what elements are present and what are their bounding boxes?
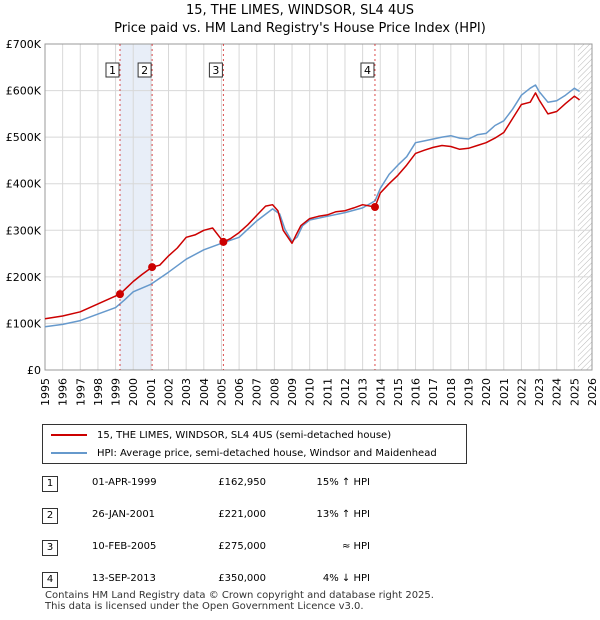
plot-frame: [44, 43, 593, 371]
sale-number: 4: [42, 572, 58, 588]
x-tick-label: 1996: [57, 378, 70, 406]
x-tick-label: 1995: [39, 378, 52, 406]
x-tick-label: 2024: [551, 378, 564, 406]
sale-number: 3: [42, 540, 58, 556]
x-tick-label: 2015: [392, 378, 405, 406]
legend: 15, THE LIMES, WINDSOR, SL4 4US (semi-de…: [42, 424, 467, 464]
legend-swatch-property: [51, 434, 87, 436]
sale-row: 3 10-FEB-2005 £275,000 ≈ HPI: [42, 532, 462, 566]
x-tick-label: 2017: [427, 378, 440, 406]
footer-licence: This data is licensed under the Open Gov…: [45, 601, 364, 612]
sale-hpi-relation: ≈ HPI: [341, 541, 370, 552]
x-tick-label: 2025: [568, 378, 581, 406]
footer: Contains HM Land Registry data © Crown c…: [45, 590, 434, 612]
sale-date: 13-SEP-2013: [92, 573, 156, 584]
sale-point: [115, 290, 124, 299]
sale-marker-label: 3: [212, 64, 219, 77]
sale-number: 2: [42, 508, 58, 524]
sale-period-shade: [119, 44, 153, 370]
x-tick-label: 2007: [251, 378, 264, 406]
forecast-hatch: [577, 44, 592, 370]
x-tick-label: 2018: [445, 378, 458, 406]
sale-date: 01-APR-1999: [92, 477, 157, 488]
x-tick-label: 1998: [92, 378, 105, 406]
sale-hpi-relation: 4% ↓ HPI: [322, 573, 370, 584]
sale-marker-box: [360, 62, 375, 78]
legend-swatch-hpi: [51, 452, 87, 454]
legend-item-hpi: HPI: Average price, semi-detached house,…: [51, 445, 437, 463]
x-tick-label: 2006: [233, 378, 246, 406]
y-tick-label: £500K: [6, 131, 42, 144]
hpi-line: [44, 84, 581, 328]
sale-number: 1: [42, 476, 58, 492]
x-tick-label: 1997: [74, 378, 87, 406]
x-tick-label: 2010: [304, 378, 317, 406]
sale-marker-box: [208, 62, 223, 78]
footer-copyright: Contains HM Land Registry data © Crown c…: [45, 590, 434, 601]
sale-point: [370, 203, 379, 211]
y-tick-label: £0: [27, 364, 41, 377]
sale-date: 26-JAN-2001: [92, 509, 156, 520]
sale-hpi-relation: 15% ↑ HPI: [316, 477, 370, 488]
chart-title: 15, THE LIMES, WINDSOR, SL4 4US Price pa…: [0, 2, 600, 38]
x-tick-label: 2023: [533, 378, 546, 406]
sale-point: [148, 263, 157, 272]
sale-point: [219, 237, 228, 246]
sale-date: 10-FEB-2005: [92, 541, 157, 552]
x-tick-label: 2022: [515, 378, 528, 406]
sale-row: 4 13-SEP-2013 £350,000 4% ↓ HPI: [42, 564, 462, 598]
sale-row: 2 26-JAN-2001 £221,000 13% ↑ HPI: [42, 500, 462, 534]
sale-price: £162,950: [218, 477, 266, 488]
x-tick-label: 2004: [198, 378, 211, 406]
legend-item-property: 15, THE LIMES, WINDSOR, SL4 4US (semi-de…: [51, 427, 391, 445]
sale-price: £350,000: [218, 573, 266, 584]
sale-marker-box: [105, 62, 120, 78]
sale-marker-box: [137, 62, 152, 78]
x-tick-label: 2005: [215, 378, 228, 406]
x-tick-label: 2013: [357, 378, 370, 406]
x-tick-label: 2008: [268, 378, 281, 406]
y-tick-label: £200K: [6, 271, 42, 284]
y-tick-label: £400K: [6, 178, 42, 191]
x-tick-label: 2016: [410, 378, 423, 406]
x-tick-label: 2012: [339, 378, 352, 406]
sale-row: 1 01-APR-1999 £162,950 15% ↑ HPI: [42, 468, 462, 502]
sale-marker-label: 4: [364, 64, 371, 77]
sale-price: £221,000: [218, 509, 266, 520]
sale-price: £275,000: [218, 541, 266, 552]
x-tick-label: 2003: [180, 378, 193, 406]
x-tick-label: 1999: [110, 378, 123, 406]
legend-label-property: 15, THE LIMES, WINDSOR, SL4 4US (semi-de…: [97, 430, 392, 441]
x-tick-label: 2011: [321, 378, 334, 406]
sale-marker-label: 2: [141, 64, 148, 77]
x-tick-label: 2001: [145, 378, 158, 406]
x-tick-label: 2020: [480, 378, 493, 406]
x-tick-label: 2021: [498, 378, 511, 406]
x-tick-label: 2002: [163, 378, 176, 406]
y-tick-label: £600K: [6, 85, 42, 98]
sale-marker-label: 1: [109, 64, 116, 77]
chart-title-line2: Price paid vs. HM Land Registry's House …: [114, 21, 486, 36]
x-tick-label: 2019: [462, 378, 475, 406]
price-chart: £0 £100K £200K £300K £400K £500K £600K £700K 199…: [6, 38, 599, 406]
x-tick-label: 2000: [127, 378, 140, 406]
legend-label-hpi: HPI: Average price, semi-detached house,…: [97, 448, 437, 459]
y-tick-label: £100K: [6, 317, 42, 330]
y-tick-label: £300K: [6, 224, 42, 237]
y-tick-label: £700K: [6, 38, 42, 51]
chart-title-line1: 15, THE LIMES, WINDSOR, SL4 4US: [185, 3, 415, 18]
x-tick-label: 2014: [374, 378, 387, 406]
sale-hpi-relation: 13% ↑ HPI: [316, 509, 370, 520]
x-tick-label: 2026: [586, 378, 599, 406]
property-price-line: [44, 92, 581, 320]
x-tick-label: 2009: [286, 378, 299, 406]
